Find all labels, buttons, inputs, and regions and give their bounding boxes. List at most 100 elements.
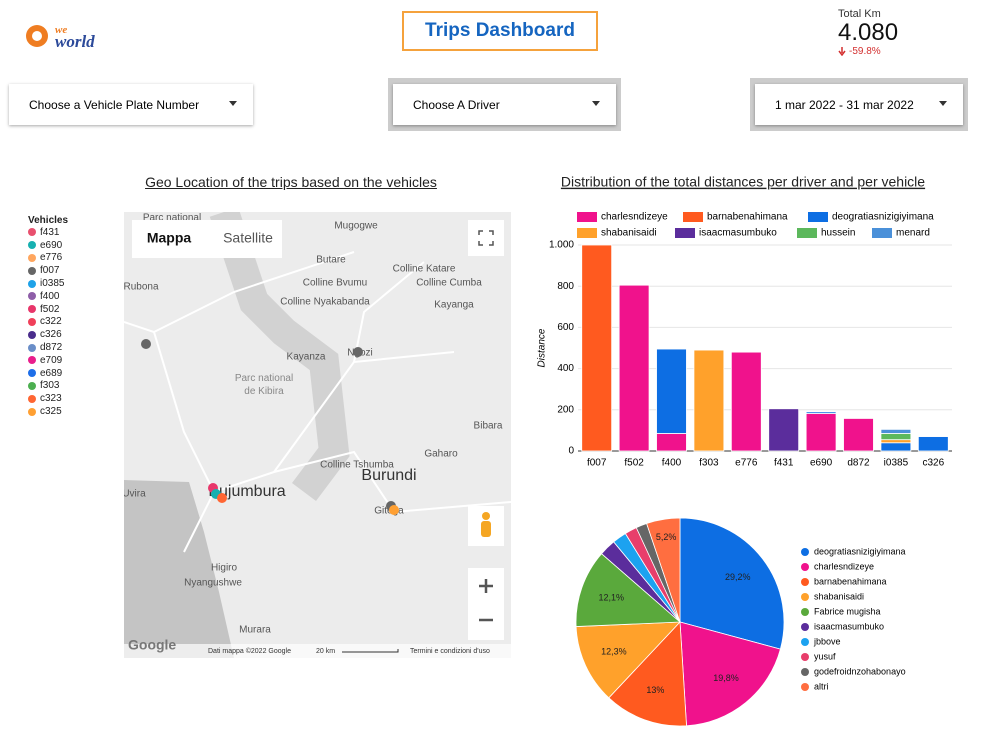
date-filter[interactable]: 1 mar 2022 - 31 mar 2022 xyxy=(755,84,963,125)
legend-label: shabanisaidi xyxy=(601,228,657,239)
legend-title: Vehicles xyxy=(28,215,69,226)
place-label: Rubona xyxy=(124,282,159,293)
logo-icon xyxy=(26,25,48,47)
place-label: Colline Cumba xyxy=(416,278,482,289)
x-tick-label: f400 xyxy=(662,458,682,469)
lake xyxy=(124,480,234,658)
title: Trips Dashboard xyxy=(402,11,598,51)
place-label: Gaharo xyxy=(424,449,458,460)
place-label: Butare xyxy=(316,255,346,266)
pie-slice xyxy=(679,621,781,727)
x-tick-label: e690 xyxy=(810,458,833,469)
chart-title: Distribution of the total distances per … xyxy=(561,174,925,190)
zoom-control[interactable] xyxy=(468,568,504,640)
legend-swatch xyxy=(801,668,809,676)
y-tick-label: 200 xyxy=(557,404,574,415)
legend-swatch xyxy=(28,279,36,288)
bar-segment xyxy=(656,348,687,434)
legend-item: c325 xyxy=(28,405,68,418)
pegman xyxy=(481,521,491,537)
legend-swatch xyxy=(28,330,36,339)
legend-item: c326 xyxy=(28,328,68,341)
place-label: Colline Tshumba xyxy=(320,460,394,471)
legend-swatch xyxy=(801,548,809,556)
pie-label: 5,2% xyxy=(656,532,677,542)
legend-label: shabanisaidi xyxy=(814,591,864,601)
legend-label: c322 xyxy=(40,316,62,328)
legend-label: f007 xyxy=(40,265,60,277)
logo: we world xyxy=(25,24,95,50)
pie-label: 29,2% xyxy=(725,572,751,582)
place-label: Colline Bvumu xyxy=(303,278,367,289)
legend-swatch xyxy=(801,653,809,661)
legend-swatch xyxy=(801,623,809,631)
map-button[interactable]: Mappa xyxy=(147,230,192,246)
place-label: Murara xyxy=(239,625,271,636)
x-tick-label: f502 xyxy=(624,458,644,469)
driver-filter[interactable]: Choose A Driver xyxy=(393,84,616,125)
fullscreen-button[interactable] xyxy=(468,220,504,256)
scale-bar xyxy=(342,649,399,653)
vehicle-filter[interactable]: Choose a Vehicle Plate Number xyxy=(9,84,253,125)
map-button[interactable]: Satellite xyxy=(223,230,273,246)
legend-label: Fabrice mugisha xyxy=(814,606,881,616)
bar-segment xyxy=(880,439,912,444)
legend-label: charlesndizeye xyxy=(601,212,668,223)
map-point xyxy=(217,493,227,503)
legend-swatch xyxy=(577,212,597,222)
legend-swatch xyxy=(801,593,809,601)
map-scale: 20 km xyxy=(316,648,335,655)
place-label: Bujumbura xyxy=(208,483,285,500)
bar-segment xyxy=(805,411,837,414)
pie-label: 13% xyxy=(646,685,664,695)
bar-segment xyxy=(656,433,687,452)
legend-label: c323 xyxy=(40,393,62,405)
legend-label: yusuf xyxy=(814,651,836,661)
fullscreen-icon xyxy=(478,230,494,246)
bar-segment xyxy=(880,442,912,452)
legend-item: d872 xyxy=(28,341,68,354)
legend-label: charlesndizeye xyxy=(814,561,874,571)
bar-segment xyxy=(768,408,800,452)
legend-swatch xyxy=(28,253,36,262)
legend-item: i0385 xyxy=(28,277,68,290)
bar-segment xyxy=(693,349,725,452)
legend-label: f303 xyxy=(40,380,60,392)
x-tick-label: e776 xyxy=(735,458,758,469)
legend-item: e690 xyxy=(28,239,68,252)
legend-label: c325 xyxy=(40,406,62,418)
y-axis-label: Distance xyxy=(537,328,548,367)
place-label: Uvira xyxy=(124,489,146,500)
map-attribution: Dati mappa ©2022 Google xyxy=(208,647,291,655)
map-point xyxy=(141,339,151,349)
dropdown-arrow xyxy=(229,101,237,106)
place-label: Parc national de Kibira xyxy=(235,373,293,397)
pie-slice xyxy=(608,621,687,727)
legend-label: c326 xyxy=(40,329,62,341)
roads xyxy=(124,251,511,553)
y-tick-label: 600 xyxy=(557,322,574,333)
pie-slice xyxy=(679,517,785,650)
pegman xyxy=(482,512,490,520)
legend-swatch xyxy=(28,381,36,390)
legend-label: e709 xyxy=(40,354,63,366)
place-label: Burundi xyxy=(361,467,416,484)
legend-label: jbbove xyxy=(813,636,841,646)
legend-swatch xyxy=(801,563,809,571)
legend-swatch xyxy=(28,343,36,352)
legend-label: f431 xyxy=(40,226,60,238)
map-terms[interactable]: Termini e condizioni d'uso xyxy=(410,648,490,655)
map[interactable]: Parc national Mugogwe Butare Colline Katare… xyxy=(124,212,511,658)
legend-label: e776 xyxy=(40,252,63,264)
charts: Distribution of the total distances per … xyxy=(537,174,952,727)
legend-item: e689 xyxy=(28,367,68,380)
legend-swatch xyxy=(801,683,809,691)
zoom-icons xyxy=(479,579,493,622)
legend-swatch xyxy=(797,228,817,238)
map-points xyxy=(141,339,399,515)
map-point xyxy=(353,347,363,357)
legend-item: f431 xyxy=(28,226,68,239)
y-tick-label: 800 xyxy=(557,281,574,292)
legend-item: f502 xyxy=(28,303,68,316)
kpi-change: -59.8% xyxy=(849,46,881,57)
